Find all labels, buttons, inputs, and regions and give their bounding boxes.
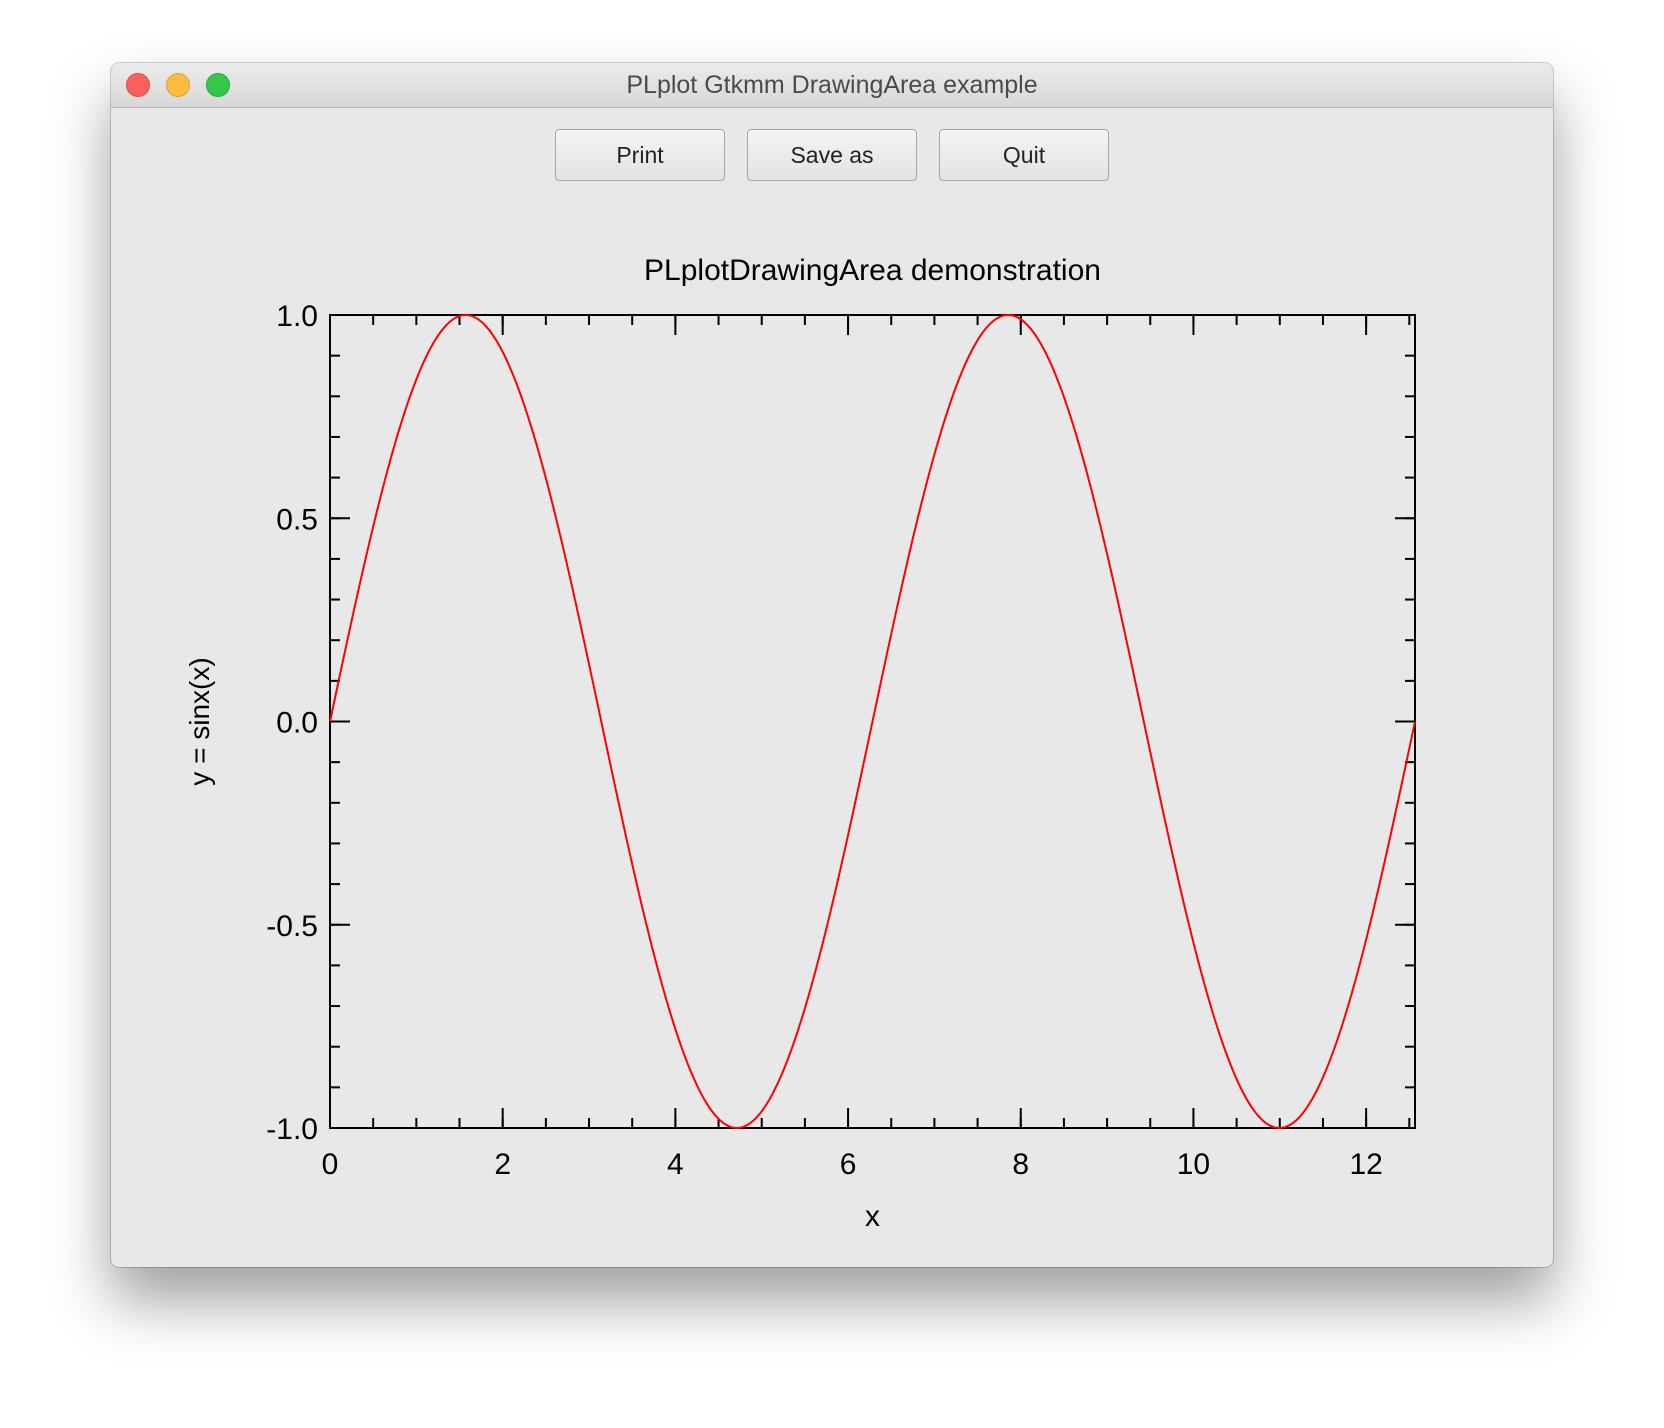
y-tick-label: -1.0 — [266, 1113, 318, 1146]
y-axis-label: y = sinx(x) — [184, 657, 215, 785]
x-tick-label: 12 — [1349, 1148, 1382, 1181]
y-tick-label: -0.5 — [266, 910, 318, 943]
chart-title: PLplotDrawingArea demonstration — [644, 254, 1101, 287]
x-tick-label: 0 — [322, 1148, 339, 1181]
x-tick-label: 2 — [494, 1148, 511, 1181]
plot-drawing-area: PLplotDrawingArea demonstration x y = si… — [184, 254, 1416, 1233]
quit-button[interactable]: Quit — [939, 129, 1109, 181]
zoom-window-button[interactable] — [206, 73, 230, 97]
print-button[interactable]: Print — [555, 129, 725, 181]
close-window-button[interactable] — [126, 73, 150, 97]
x-tick-label: 8 — [1012, 1148, 1029, 1181]
title-bar[interactable]: PLplot Gtkmm DrawingArea example — [111, 63, 1553, 108]
y-tick-label: 1.0 — [276, 300, 318, 333]
y-tick-label: 0.5 — [276, 503, 318, 536]
y-tick-label: 0.0 — [276, 707, 318, 740]
minimize-window-button[interactable] — [166, 73, 190, 97]
x-axis-label: x — [865, 1200, 880, 1233]
x-tick-label: 6 — [840, 1148, 857, 1181]
x-tick-label: 4 — [667, 1148, 684, 1181]
series-line-sin — [329, 313, 1416, 1130]
tick-labels: 0 2 4 6 8 10 12 -1.0 -0.5 0.0 0.5 1.0 — [266, 300, 1383, 1181]
app-window: PLplot Gtkmm DrawingArea example Print S… — [111, 63, 1553, 1267]
x-tick-label: 10 — [1177, 1148, 1210, 1181]
window-title: PLplot Gtkmm DrawingArea example — [626, 71, 1038, 99]
save-as-button[interactable]: Save as — [747, 129, 917, 181]
